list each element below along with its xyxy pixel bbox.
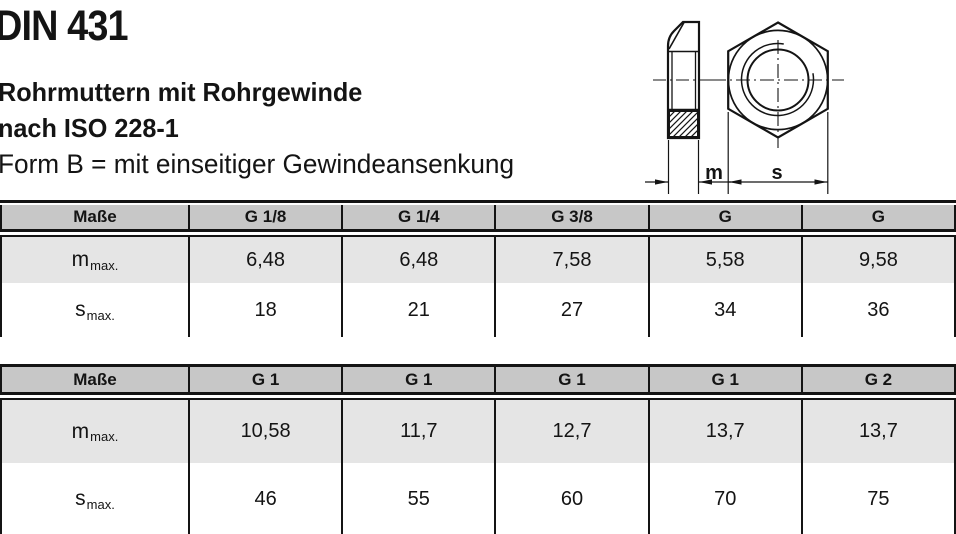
row-label: s max. xyxy=(0,283,190,337)
header-cell: G 2 xyxy=(803,367,956,392)
data-cell: 11,7 xyxy=(343,400,497,463)
data-cell: 6,48 xyxy=(190,237,344,283)
arrowhead xyxy=(699,179,712,185)
header-cell: G 3/8 xyxy=(496,205,650,229)
data-cell: 10,58 xyxy=(190,400,344,463)
table-header-rule xyxy=(0,392,956,400)
data-cell: 7,58 xyxy=(496,237,650,283)
data-cell: 34 xyxy=(650,283,803,337)
table-top-rule xyxy=(0,364,956,367)
data-cell: 46 xyxy=(190,463,344,534)
table-top-rule xyxy=(0,200,956,203)
header-cell: G xyxy=(803,205,956,229)
header-cell: Maße xyxy=(0,367,190,392)
row-label: m max. xyxy=(0,237,190,283)
thread-arc xyxy=(740,42,815,117)
data-cell: 70 xyxy=(650,463,803,534)
table-1-header-row: Maße G 1/8 G 1/4 G 3/8 G G xyxy=(0,205,956,229)
table-2-header-row: Maße G 1 G 1 G 1 G 1 G 2 xyxy=(0,367,956,392)
front-view xyxy=(712,21,844,148)
dimensions xyxy=(645,112,829,194)
dimension-table-2: Maße G 1 G 1 G 1 G 1 G 2 m max. 10,58 11,… xyxy=(0,364,956,534)
table-1-row-s: s max. 18 21 27 34 36 xyxy=(0,283,956,337)
technical-drawing: m s xyxy=(645,20,844,194)
header-cell: G 1 xyxy=(190,367,344,392)
dimension-table-1: Maße G 1/8 G 1/4 G 3/8 G G m max. 6,48 6,… xyxy=(0,200,956,337)
table-2-row-s: s max. 46 55 60 70 75 xyxy=(0,463,956,534)
row-label: s max. xyxy=(0,463,190,534)
data-cell: 9,58 xyxy=(803,237,956,283)
data-cell: 6,48 xyxy=(343,237,497,283)
subtitle-line-3: Form B = mit einseitiger Gewindeansenkun… xyxy=(0,149,515,179)
subtitle-line-1: Rohrmuttern mit Rohrgewinde xyxy=(0,77,363,107)
dim-label-m: m xyxy=(705,162,723,184)
data-cell: 13,7 xyxy=(650,400,803,463)
data-cell: 60 xyxy=(496,463,650,534)
side-view xyxy=(653,20,712,140)
data-cell: 36 xyxy=(803,283,956,337)
header-cell: G xyxy=(650,205,803,229)
header-cell: G 1/4 xyxy=(343,205,497,229)
data-cell: 75 xyxy=(803,463,956,534)
data-cell: 12,7 xyxy=(496,400,650,463)
subtitle-block: Rohrmuttern mit Rohrgewinde nach ISO 228… xyxy=(0,74,514,182)
data-cell: 13,7 xyxy=(803,400,956,463)
header-cell: G 1 xyxy=(650,367,803,392)
header-cell: G 1 xyxy=(496,367,650,392)
data-cell: 27 xyxy=(496,283,650,337)
arrowhead xyxy=(814,179,828,185)
data-cell: 18 xyxy=(190,283,344,337)
dim-label-s: s xyxy=(771,162,782,184)
data-cell: 21 xyxy=(343,283,497,337)
header-cell: Maße xyxy=(0,205,190,229)
arrowhead xyxy=(655,179,668,185)
page-title: DIN 431 xyxy=(0,2,129,50)
row-label: m max. xyxy=(0,400,190,463)
table-2-row-m: m max. 10,58 11,7 12,7 13,7 13,7 xyxy=(0,400,956,463)
header-cell: G 1/8 xyxy=(190,205,344,229)
arrowhead xyxy=(728,179,742,185)
subtitle-line-2: nach ISO 228-1 xyxy=(0,113,179,143)
table-header-rule xyxy=(0,229,956,237)
data-cell: 55 xyxy=(343,463,497,534)
header-cell: G 1 xyxy=(343,367,497,392)
table-1-row-m: m max. 6,48 6,48 7,58 5,58 9,58 xyxy=(0,237,956,283)
data-cell: 5,58 xyxy=(650,237,803,283)
